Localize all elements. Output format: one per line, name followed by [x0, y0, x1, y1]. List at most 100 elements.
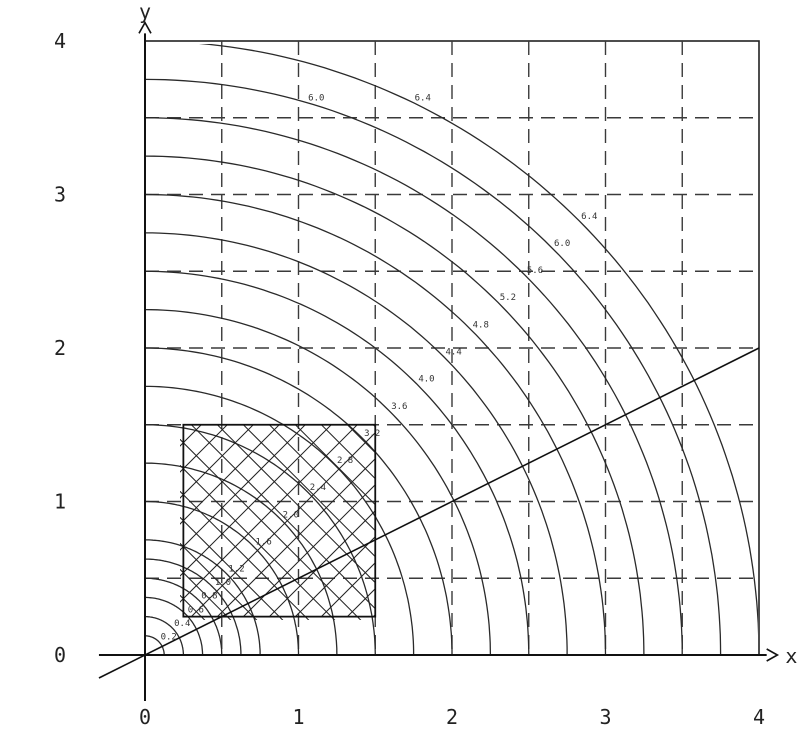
contour-line [145, 232, 568, 655]
contour-label: 4.0 [418, 375, 434, 385]
contour-label: 3.6 [391, 402, 407, 412]
contour-lines [144, 44, 758, 656]
hatch-line [269, 425, 375, 532]
contour-line [145, 424, 376, 656]
hatch-line [295, 536, 375, 617]
hatch-line [399, 425, 599, 625]
hatch-line [180, 425, 332, 577]
hatch-line [180, 490, 310, 620]
contour-line [144, 462, 338, 656]
x-axis-label: x [785, 644, 797, 668]
hatch-line [555, 417, 755, 617]
x-tick-label: 0 [139, 705, 151, 729]
hatch-line [180, 425, 358, 603]
hatch-line [425, 425, 625, 625]
hatched-region [0, 417, 781, 625]
hatch-line [529, 417, 729, 617]
hatch-line [243, 484, 375, 617]
hatch-line [477, 417, 677, 617]
hatched-region-border [182, 423, 377, 618]
contour-label: 6.4 [581, 212, 597, 222]
contour-line [145, 117, 683, 655]
contour-label: 4.4 [445, 348, 461, 358]
hatch-line [180, 425, 280, 525]
contour-line [145, 270, 530, 656]
contour-line [145, 577, 223, 656]
x-tick-label: 2 [446, 705, 458, 729]
contour-label: 5.2 [500, 293, 516, 303]
contour-labels: 0.2 0.4 0.6 0.8 1.0 1.2 1.6 2.0 2.4 2.8 3.2 3.6 4.0 4… [161, 93, 598, 642]
hatch-line [217, 458, 375, 617]
hatch-line [180, 425, 254, 499]
contour-label: 6.0 [308, 93, 324, 103]
hatch-line [180, 425, 306, 551]
contour-line [145, 596, 204, 655]
hatch-line [243, 425, 375, 558]
contour-label: 5.6 [527, 266, 543, 276]
hatch-line [0, 417, 183, 617]
hatch-line [347, 588, 375, 617]
hatch-line [321, 562, 375, 617]
tick-labels: x y 0 1 2 3 4 0 1 2 3 4 [54, 0, 797, 729]
hatch-line [399, 417, 599, 617]
hatch-line [180, 438, 362, 620]
hatch-line [477, 425, 677, 625]
x-tick-label: 1 [292, 705, 304, 729]
hatch-line [191, 425, 375, 610]
contour-label: 0.2 [161, 632, 177, 642]
hatch-line [451, 417, 651, 617]
hatch-line [295, 425, 375, 506]
contour-label: 1.2 [228, 565, 244, 575]
hatch-line [191, 432, 375, 617]
contour-label: 4.8 [473, 320, 489, 330]
contour-line [145, 500, 300, 655]
diagonal-line [98, 347, 760, 679]
axes [98, 20, 780, 702]
contour-label: 2.0 [283, 510, 299, 520]
hatch-line [180, 464, 336, 620]
y-tick-label: 4 [54, 29, 66, 53]
hatch-line [451, 425, 651, 625]
y-tick-label: 2 [54, 336, 66, 360]
x-tick-label: 4 [753, 705, 765, 729]
contour-line [145, 558, 242, 655]
x-tick-label: 3 [599, 705, 611, 729]
y-axis-arrow [138, 20, 152, 34]
hatch-line [180, 542, 258, 620]
hatch-line [581, 425, 781, 625]
hatch-line [503, 417, 703, 617]
contour-line [144, 193, 607, 656]
contour-label: 0.8 [201, 592, 217, 602]
hatch-line [321, 425, 375, 480]
contour-line [145, 539, 261, 655]
contour-label: 1.6 [256, 537, 272, 547]
hatch-line [0, 425, 183, 625]
contour-line [145, 635, 165, 655]
hatch-line [503, 425, 703, 625]
hatch-line [269, 510, 375, 617]
contour-line [145, 347, 453, 655]
contour-label: 1.0 [215, 578, 231, 588]
contour-line [145, 385, 415, 655]
contour-line [198, 44, 758, 636]
hatch-pattern [0, 417, 781, 625]
hatch-line [425, 417, 625, 617]
hatch-line [180, 425, 228, 473]
contour-label: 2.8 [337, 456, 353, 466]
contour-label: 2.4 [310, 483, 326, 493]
contour-line [144, 78, 722, 656]
hatch-line [180, 568, 232, 620]
y-axis-label: y [139, 0, 151, 24]
y-tick-label: 0 [54, 643, 66, 667]
contour-line [144, 308, 492, 656]
contour-label: 6.0 [554, 239, 570, 249]
contour-line [145, 615, 185, 655]
contour-label: 0.4 [174, 619, 190, 629]
hatch-line [217, 425, 375, 584]
y-tick-label: 1 [54, 490, 66, 514]
contour-line [144, 155, 645, 656]
contour-label: 3.2 [364, 429, 380, 439]
y-tick-label: 3 [54, 183, 66, 207]
hatch-line [180, 516, 284, 620]
